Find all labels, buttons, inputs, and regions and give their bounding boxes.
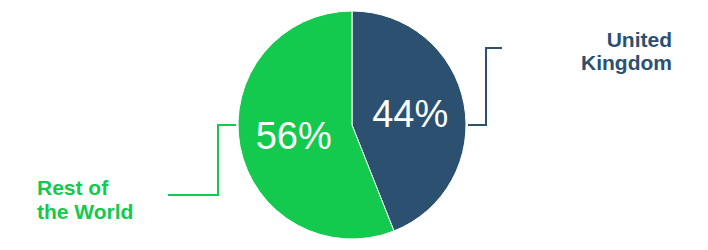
- svg-text:the World: the World: [37, 200, 133, 223]
- svg-text:44%: 44%: [372, 93, 448, 135]
- svg-text:Kingdom: Kingdom: [581, 51, 672, 74]
- svg-text:56%: 56%: [256, 115, 332, 157]
- svg-text:United: United: [607, 28, 672, 51]
- svg-text:Rest of: Rest of: [37, 176, 109, 199]
